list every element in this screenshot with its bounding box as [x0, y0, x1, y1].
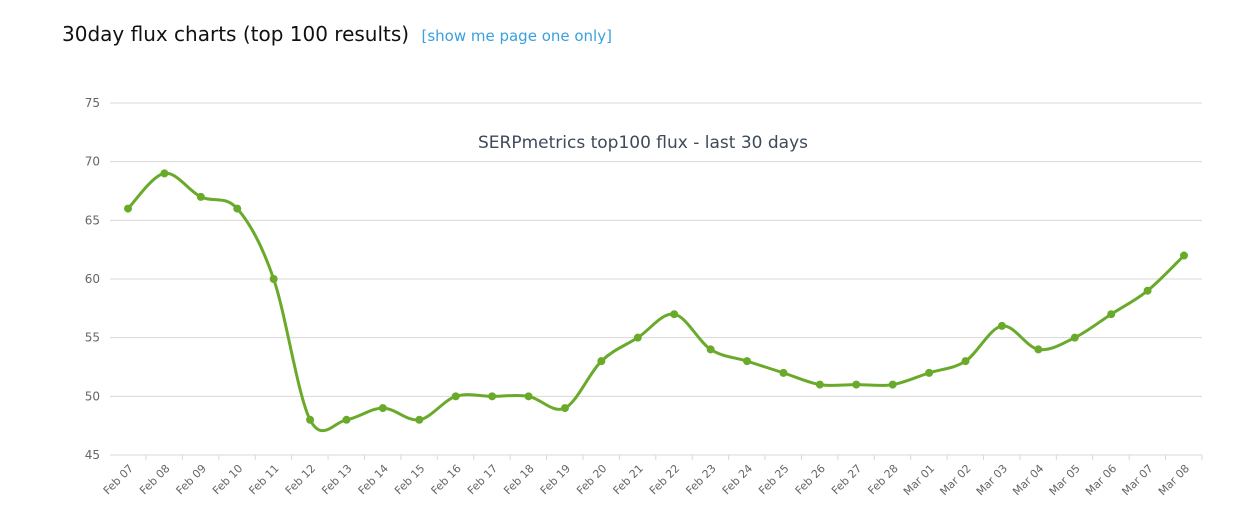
data-point: [1034, 345, 1043, 354]
data-point: [1107, 310, 1116, 319]
x-tick-label: Feb 21: [611, 462, 646, 497]
y-tick-label: 65: [85, 213, 100, 227]
page-title: 30day flux charts (top 100 results): [62, 22, 410, 46]
x-tick-label: Mar 01: [901, 462, 937, 498]
x-tick-label: Feb 17: [465, 462, 500, 497]
data-point: [124, 204, 132, 213]
y-tick-label: 70: [85, 155, 100, 169]
x-tick-label: Mar 02: [937, 462, 973, 498]
data-point: [451, 392, 460, 401]
x-tick-label: Feb 16: [429, 462, 464, 497]
data-point: [269, 275, 278, 283]
page-heading: 30day flux charts (top 100 results) [sho…: [62, 22, 612, 46]
data-point: [233, 204, 242, 213]
data-point: [524, 392, 533, 401]
data-point: [670, 310, 679, 319]
x-tick-label: Feb 14: [356, 462, 391, 497]
x-tick-label: Feb 07: [101, 462, 136, 497]
x-tick-label: Feb 19: [538, 462, 573, 497]
x-tick-label: Feb 22: [647, 462, 682, 497]
data-point: [488, 392, 497, 401]
data-point: [306, 415, 315, 424]
x-tick-label: Mar 06: [1083, 462, 1119, 498]
y-tick-label: 45: [85, 448, 100, 462]
data-point: [743, 357, 752, 366]
x-tick-label: Mar 04: [1010, 462, 1046, 498]
series-line: [126, 171, 1186, 433]
show-page-one-link[interactable]: [show me page one only]: [421, 27, 612, 45]
data-point: [415, 415, 424, 424]
y-tick-label: 75: [85, 96, 100, 110]
x-tick-label: Feb 12: [283, 462, 318, 497]
data-point: [706, 345, 715, 354]
x-tick-label: Mar 07: [1119, 462, 1155, 498]
data-point: [852, 380, 861, 389]
x-tick-label: Feb 28: [865, 462, 900, 497]
x-tick-label: Feb 25: [756, 462, 791, 497]
x-tick-label: Mar 08: [1156, 462, 1192, 498]
data-point: [1070, 333, 1079, 342]
data-point: [1143, 286, 1152, 295]
y-tick-label: 50: [85, 389, 100, 403]
chart-title: SERPmetrics top100 flux - last 30 days: [478, 133, 808, 153]
data-point: [997, 321, 1006, 330]
x-tick-label: Feb 20: [574, 462, 609, 497]
data-point: [378, 404, 387, 413]
data-point: [961, 357, 970, 366]
data-point: [597, 357, 606, 366]
x-tick-label: Feb 23: [683, 462, 718, 497]
data-point: [196, 192, 205, 201]
y-tick-label: 55: [85, 331, 100, 345]
x-tick-label: Feb 27: [829, 462, 864, 497]
x-tick-label: Feb 24: [720, 462, 755, 497]
data-point: [779, 368, 788, 377]
x-tick-label: Mar 03: [974, 462, 1010, 498]
data-point: [1180, 251, 1188, 260]
x-tick-label: Feb 08: [137, 462, 172, 497]
x-tick-label: Feb 09: [174, 462, 209, 497]
x-tick-label: Feb 18: [501, 462, 536, 497]
data-point: [160, 169, 169, 178]
x-tick-label: Feb 13: [319, 462, 354, 497]
data-point: [925, 368, 934, 377]
data-point: [342, 415, 351, 424]
data-point: [815, 380, 824, 389]
x-tick-label: Feb 10: [210, 462, 245, 497]
data-point: [888, 380, 897, 389]
x-tick-label: Feb 11: [246, 462, 281, 497]
x-tick-label: Feb 26: [793, 462, 828, 497]
data-point: [560, 404, 569, 413]
x-tick-label: Mar 05: [1047, 462, 1083, 498]
data-point: [633, 333, 642, 342]
x-tick-label: Feb 15: [392, 462, 427, 497]
y-tick-label: 60: [85, 272, 100, 286]
